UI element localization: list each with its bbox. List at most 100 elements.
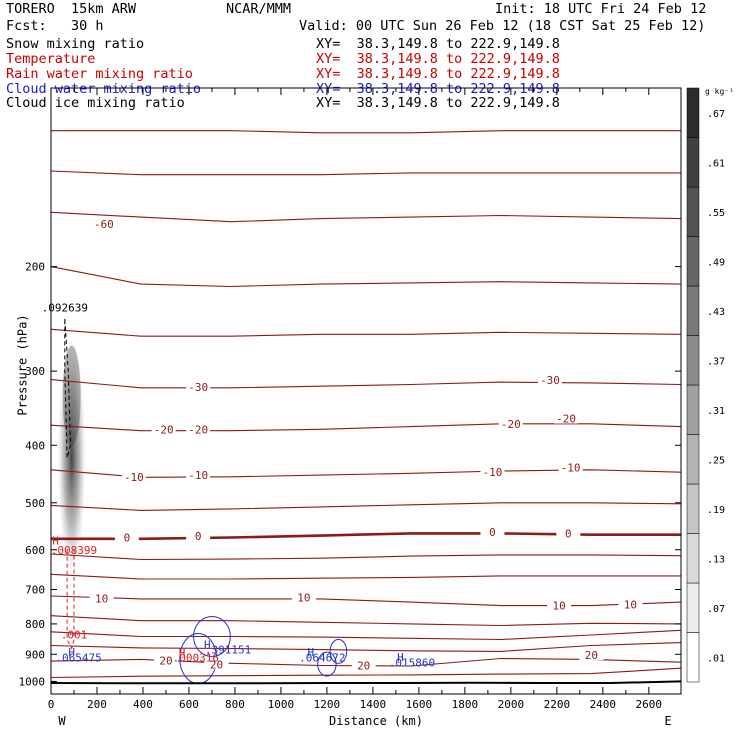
colorbar-label-2: .13 [707,554,725,565]
cloud-water-contour-2 [329,638,348,664]
y-tick-label-0: 200 [25,261,45,274]
extremum-label-13: .092639 [42,301,88,314]
y-tick-label-8: 1000 [19,675,46,688]
temp-label-bg-18 [618,597,643,610]
x-tick-label-11: 2200 [544,698,571,711]
temp-label-bg-20 [204,657,229,670]
isotherm-13 [50,615,682,627]
x-tick-label-13: 2600 [636,698,663,711]
extremum-label-2: .001 [61,629,88,642]
isotherm-5 [50,379,682,389]
temp-label-bg-11 [114,530,139,543]
temp-label-bg-16 [291,590,316,603]
extremum-label-7: H [179,647,186,660]
center-label: NCAR/MMM [226,1,292,17]
x-tick-label-8: 1600 [406,698,433,711]
isotherm-9 [51,532,681,541]
temp-label-bg-8 [186,468,211,481]
snow-shading [57,337,86,578]
colorbar-bin-10 [686,137,700,188]
extremum-label-1: .008399 [51,544,97,557]
y-tick-label-7: 900 [25,648,45,661]
west-label: W [58,714,66,728]
temp-contour-label-11: 0 [124,531,131,544]
rain-contour [66,549,75,650]
temp-label-bg-15 [89,591,114,604]
temp-label-bg-12 [186,529,211,542]
temp-contour-label-1: -30 [188,381,208,394]
colorbar-label-10: .61 [707,158,725,169]
colorbar-label-7: .43 [707,307,725,318]
temp-contour-label-10: -10 [561,462,581,475]
forecast-hour: Fcst: 30 h [6,18,104,34]
temp-label-bg-22 [579,647,604,660]
temp-contour-label-9: -10 [483,466,503,479]
temp-label-bg-2 [537,373,562,386]
colorbar-label-4: .25 [707,455,725,466]
init-label: Init: 18 UTC Fri 24 Feb 12 [495,1,707,17]
isotherm-2 [50,211,682,223]
temp-label-bg-19 [153,653,178,666]
temp-contour-label-19: 20 [159,655,172,668]
colorbar-label-0: .01 [707,653,725,664]
temp-label-bg-17 [547,598,572,611]
x-tick-label-2: 400 [133,698,153,711]
ice-contour [64,318,72,458]
temp-label-bg-0 [91,216,116,229]
field-cloudwater-name: Cloud water mixing ratio [6,81,202,97]
extremum-label-10: .064672 [299,651,345,664]
y-tick-label-5: 700 [25,584,45,597]
temp-contour-label-21: 20 [357,660,370,673]
extremum-label-11: H [397,651,404,664]
east-label: E [664,714,671,728]
temp-contour-label-16: 10 [297,592,310,605]
temp-contour-label-0: -60 [94,218,114,231]
colorbar-bin-1 [686,582,700,633]
isotherm-4 [50,328,682,337]
extremum-label-6: .391151 [205,644,251,657]
extremum-label-9: H [308,646,315,659]
cloud-water-contour-3 [317,651,337,677]
temp-contour-label-20: 20 [210,658,223,671]
temp-contour-label-5: -20 [501,418,521,431]
colorbar-label-9: .55 [707,208,725,219]
cloud-water-contour-0 [193,615,231,657]
temp-label-bg-4 [186,422,211,435]
field-ice-name: Cloud ice mixing ratio [6,95,185,111]
colorbar-bin-4 [686,434,700,485]
colorbar-bin-5 [686,384,700,435]
colorbar-bin-11 [686,87,700,138]
y-tick-label-3: 500 [25,497,45,510]
temp-label-bg-1 [186,379,211,392]
temp-contour-label-3: -20 [154,424,174,437]
colorbar-label-11: .67 [707,109,725,120]
temp-label-bg-9 [480,464,505,477]
extremum-label-5: H [204,638,211,651]
model-title: TORERO 15km ARW [6,1,137,17]
extremum-label-8: .000316 [173,652,219,665]
x-tick-label-1: 200 [87,698,107,711]
temp-contour-label-13: 0 [489,526,496,539]
isotherm-10 [50,553,682,561]
temp-contour-label-14: 0 [565,528,572,541]
field-cloudwater-xy: XY= 38.3,149.8 to 222.9,149.8 [316,81,560,97]
colorbar-bin-9 [686,186,700,237]
temp-contour-label-12: 0 [195,530,202,543]
valid-time: Valid: 00 UTC Sun 26 Feb 12 (18 CST Sat … [299,18,706,34]
x-tick-label-7: 1400 [360,698,387,711]
colorbar-bin-0 [686,632,700,683]
field-temp-name: Temperature [6,51,96,67]
x-tick-label-4: 800 [225,698,245,711]
isotherm-14 [50,629,682,641]
colorbar-label-3: .19 [707,505,725,516]
x-tick-label-5: 1000 [268,698,295,711]
colorbar-label-1: .07 [707,604,725,615]
isotherm-6 [50,423,682,432]
temp-contour-label-7: -10 [124,471,144,484]
plot-frame [50,87,682,695]
y-tick-label-4: 600 [25,544,45,557]
isotherm-17 [50,667,682,679]
terrain-line [50,680,682,685]
isotherm-11 [50,573,681,580]
